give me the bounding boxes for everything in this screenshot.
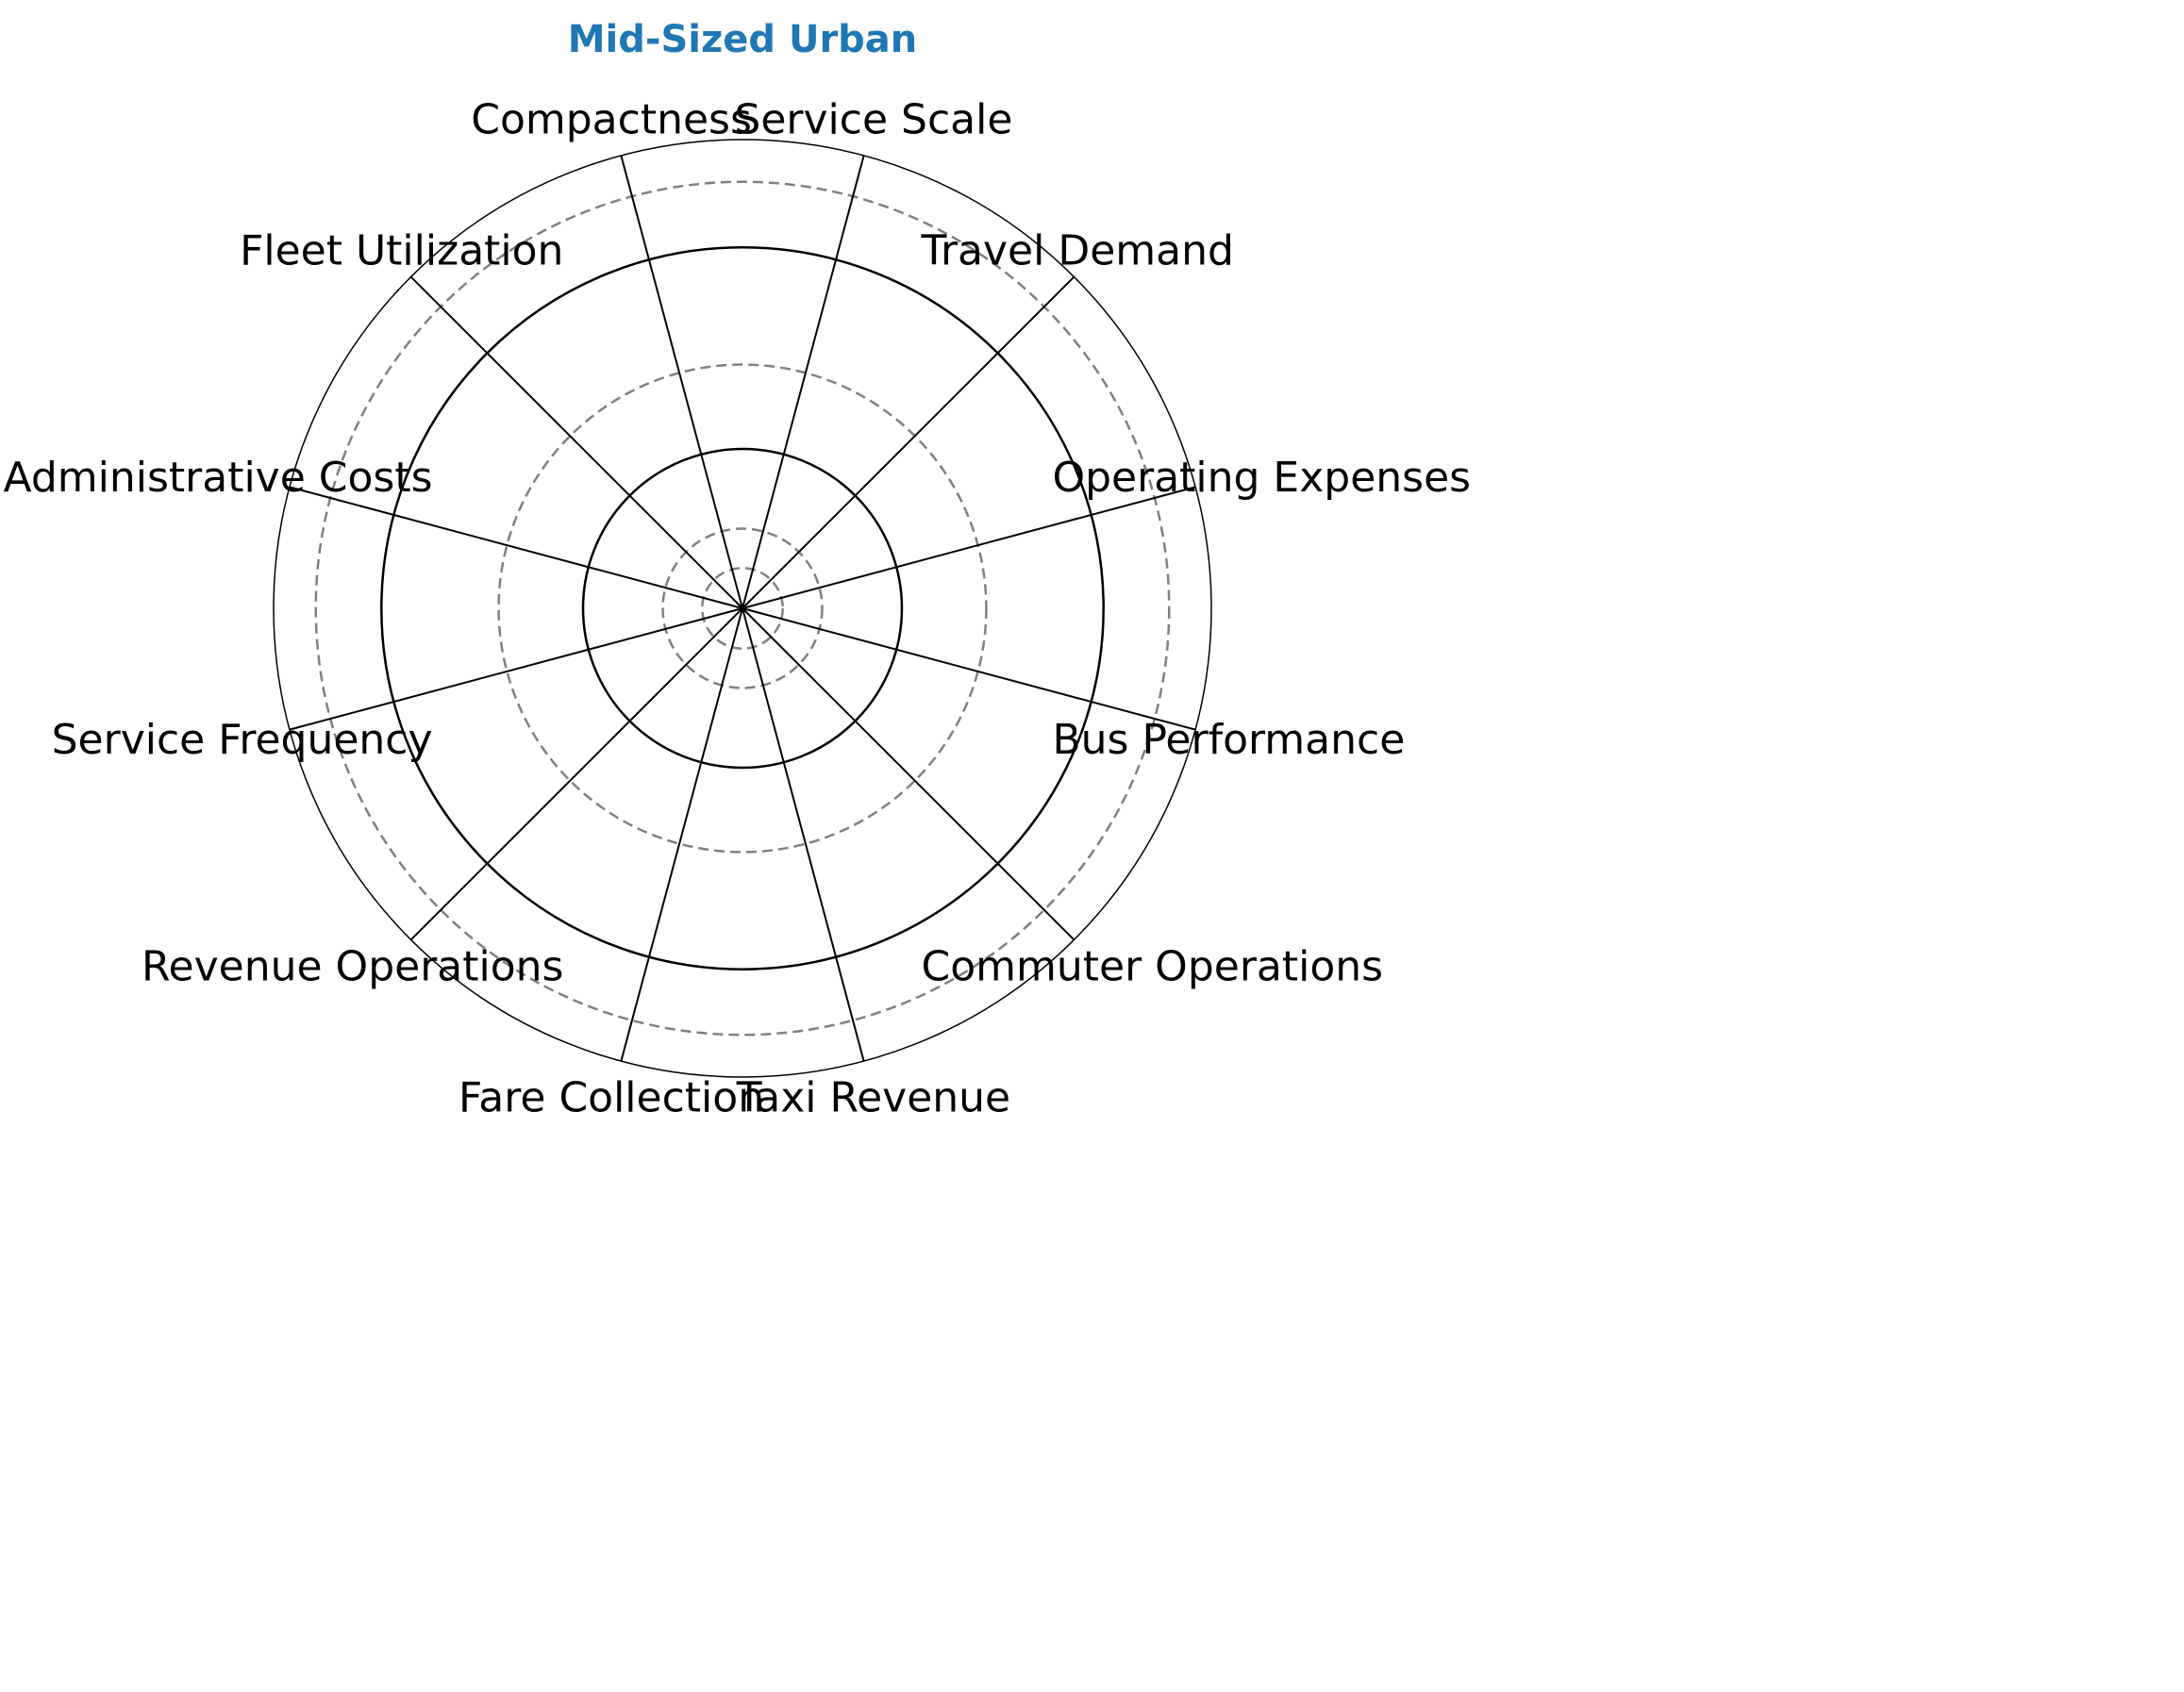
spoke-layer <box>289 155 1196 1062</box>
outer-frame-ring <box>273 139 1212 1078</box>
category-label: Revenue Operations <box>142 943 564 991</box>
dashed-grid-ring <box>497 363 988 854</box>
category-label: Fare Collection <box>458 1073 764 1121</box>
category-label: Service Scale <box>734 96 1012 144</box>
axis-spoke <box>289 486 743 609</box>
axis-spoke <box>742 607 865 1062</box>
category-label: Service Frequency <box>52 716 433 764</box>
radar-chart: Mid-Sized Urban Service Scale Travel Dema… <box>0 0 1472 1139</box>
axis-spoke <box>409 275 743 609</box>
axis-spoke <box>742 275 1075 609</box>
axis-spoke <box>742 486 1196 609</box>
axis-spoke <box>289 607 743 731</box>
dashed-grid-ring <box>314 180 1171 1037</box>
category-label: Taxi Revenue <box>736 1073 1010 1121</box>
dashed-grid-ring <box>701 567 784 650</box>
chart-title: Mid-Sized Urban <box>568 18 918 61</box>
category-labels: Service Scale Travel Demand Operating Expe… <box>4 96 1472 1122</box>
axis-spoke <box>620 607 743 1062</box>
axis-spoke <box>742 155 865 609</box>
solid-grid-ring <box>581 447 904 770</box>
category-label: Administrative Costs <box>4 454 433 502</box>
category-label: Bus Performance <box>1052 716 1405 764</box>
category-label: Commuter Operations <box>922 943 1384 991</box>
dashed-grid-ring <box>661 527 824 689</box>
grid-layer <box>273 139 1212 1078</box>
radar-chart-svg: Mid-Sized Urban Service Scale Travel Dema… <box>4 18 1472 1122</box>
axis-spoke <box>409 607 743 941</box>
axis-spoke <box>742 607 1075 941</box>
category-label: Operating Expenses <box>1052 454 1471 502</box>
category-label: Fleet Utilization <box>240 226 563 274</box>
axis-spoke <box>742 607 1196 731</box>
solid-grid-ring <box>380 246 1105 970</box>
category-label: Compactness <box>471 96 752 144</box>
category-label: Travel Demand <box>921 226 1234 274</box>
axis-spoke <box>620 155 743 609</box>
